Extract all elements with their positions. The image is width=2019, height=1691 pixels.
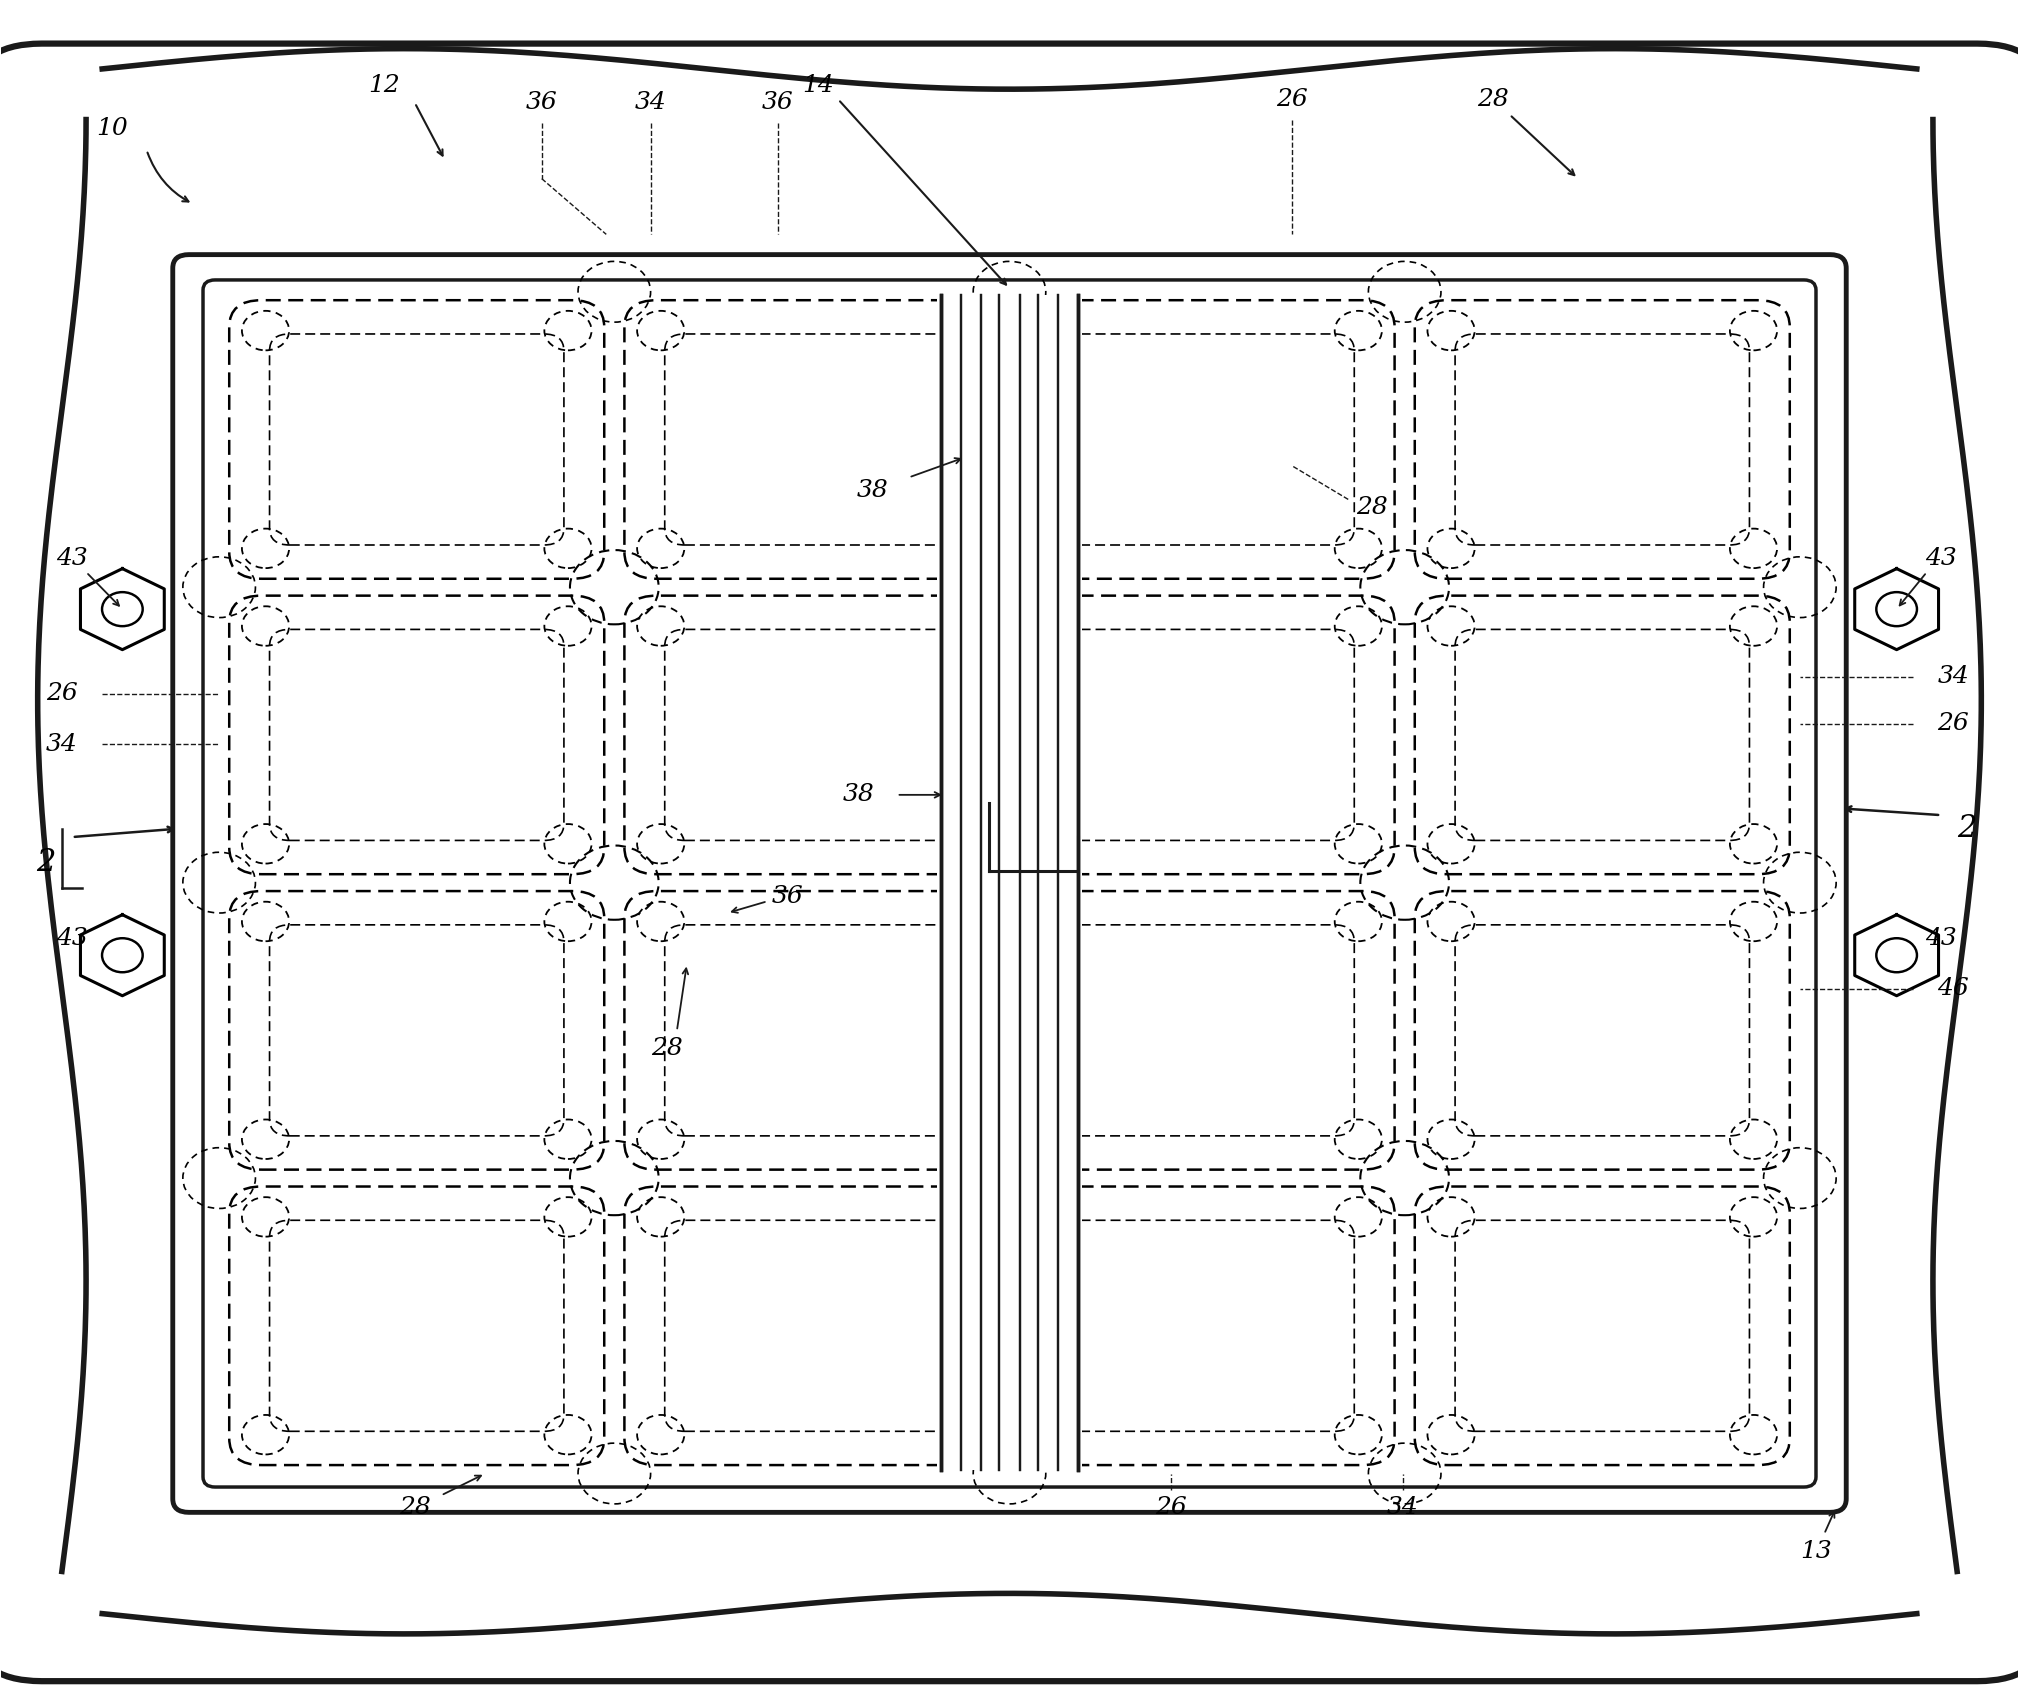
Text: 46: 46: [1936, 977, 1969, 1001]
Text: 12: 12: [369, 74, 400, 98]
Text: 28: 28: [1478, 88, 1510, 112]
Text: 26: 26: [46, 681, 79, 705]
Text: 36: 36: [771, 884, 804, 908]
Text: 14: 14: [802, 74, 834, 98]
FancyBboxPatch shape: [174, 255, 1845, 1512]
Text: 34: 34: [634, 91, 666, 115]
Text: 10: 10: [97, 117, 127, 139]
Bar: [937, 296, 1082, 1469]
Text: 43: 43: [1926, 927, 1956, 950]
Text: 43: 43: [57, 546, 89, 570]
Text: 43: 43: [57, 927, 89, 950]
Text: 26: 26: [1276, 88, 1308, 112]
Text: 28: 28: [1357, 497, 1389, 519]
Text: 2: 2: [36, 847, 55, 878]
Text: 28: 28: [400, 1497, 430, 1519]
Text: 43: 43: [1926, 546, 1956, 570]
Text: 26: 26: [1936, 712, 1969, 736]
Text: 38: 38: [842, 783, 874, 807]
Text: 36: 36: [761, 91, 793, 115]
Text: 36: 36: [525, 91, 557, 115]
Text: 34: 34: [1387, 1497, 1419, 1519]
Text: 38: 38: [856, 480, 888, 502]
Text: 13: 13: [1801, 1541, 1831, 1562]
Text: 2: 2: [1958, 813, 1977, 844]
Text: 34: 34: [1936, 665, 1969, 688]
Text: 26: 26: [1155, 1497, 1187, 1519]
Text: 34: 34: [46, 732, 79, 756]
FancyBboxPatch shape: [0, 44, 2019, 1681]
Text: 28: 28: [650, 1037, 682, 1060]
